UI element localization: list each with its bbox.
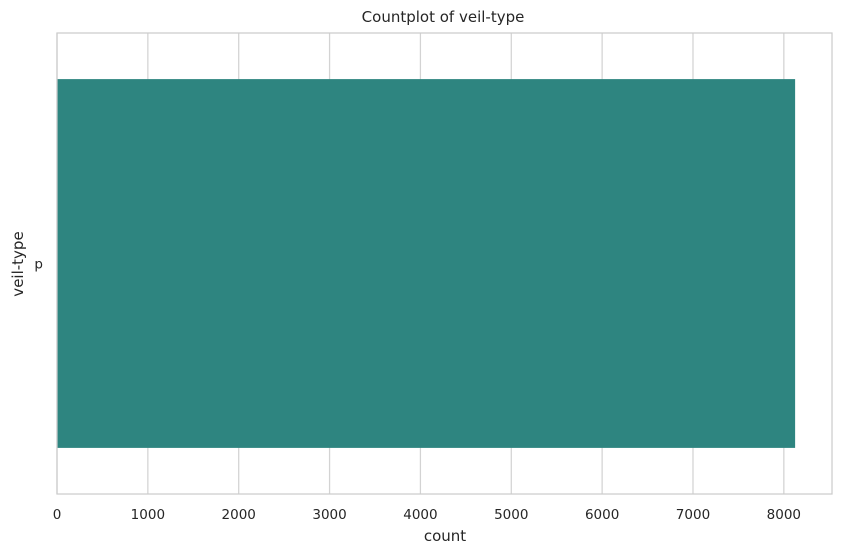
x-tick-label: 8000 — [767, 507, 801, 523]
x-axis-label: count — [424, 527, 466, 545]
x-tick-label: 3000 — [312, 507, 346, 523]
y-tick-label: p — [34, 257, 43, 273]
chart-title: Countplot of veil-type — [362, 8, 525, 26]
x-tick-labels: 0 1000 2000 3000 4000 5000 6000 7000 8000 — [53, 507, 801, 523]
plot-frame — [56, 32, 833, 495]
x-tick-label: 1000 — [131, 507, 165, 523]
x-tick-label: 0 — [53, 507, 62, 523]
x-tick-label: 4000 — [403, 507, 437, 523]
y-axis-label: veil-type — [9, 231, 27, 296]
x-tick-label: 7000 — [676, 507, 710, 523]
bar-p — [57, 79, 796, 448]
x-tick-label: 5000 — [494, 507, 528, 523]
x-tick-label: 2000 — [222, 507, 256, 523]
y-tick-labels: p — [34, 257, 43, 273]
bars — [57, 79, 796, 448]
x-tick-label: 6000 — [585, 507, 619, 523]
